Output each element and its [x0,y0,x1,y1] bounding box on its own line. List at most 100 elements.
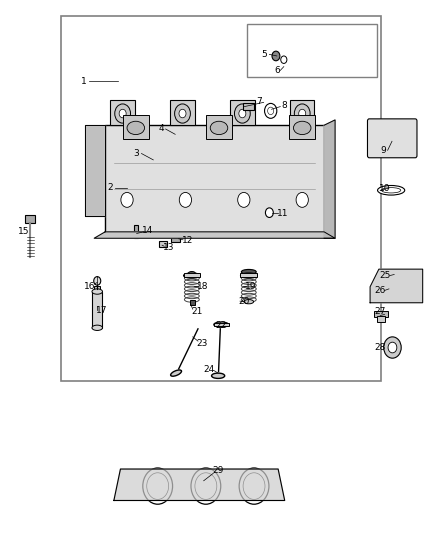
Circle shape [191,468,221,504]
Bar [374,311,388,317]
Text: 16: 16 [84,282,95,291]
Ellipse shape [171,370,181,376]
Polygon shape [114,469,285,500]
Polygon shape [370,269,423,303]
Bar [171,237,180,242]
Text: 29: 29 [212,466,223,475]
Text: 18: 18 [197,282,208,290]
Text: 12: 12 [182,236,193,245]
Circle shape [384,337,401,358]
Circle shape [175,104,191,123]
Ellipse shape [88,190,102,205]
Circle shape [265,103,277,118]
Ellipse shape [214,322,229,327]
Text: 1: 1 [81,77,87,85]
Bar [289,115,315,139]
Text: 6: 6 [274,66,280,75]
Ellipse shape [378,185,405,195]
Bar [110,100,135,125]
Ellipse shape [92,325,102,330]
Text: 2: 2 [108,183,113,192]
Text: 26: 26 [374,286,386,295]
Bar [206,115,232,139]
Polygon shape [85,125,105,216]
Bar [290,100,314,125]
Bar [190,300,195,305]
Bar [134,225,138,238]
Text: 19: 19 [245,282,256,290]
Ellipse shape [244,300,254,304]
FancyBboxPatch shape [367,119,417,158]
Circle shape [281,56,287,63]
Circle shape [147,473,169,499]
Text: 4: 4 [159,125,164,133]
Text: 7: 7 [256,97,262,106]
Text: 27: 27 [374,308,386,316]
Polygon shape [94,232,335,238]
Bar [230,100,254,125]
Circle shape [388,342,397,353]
Bar [184,273,200,277]
Text: 8: 8 [282,101,288,109]
Text: 15: 15 [18,228,30,236]
Ellipse shape [241,269,256,274]
Ellipse shape [381,188,401,193]
Circle shape [195,473,217,499]
FancyBboxPatch shape [247,24,377,77]
Bar [105,125,324,232]
Ellipse shape [293,122,311,135]
Circle shape [179,192,191,207]
Circle shape [238,192,250,207]
Text: 14: 14 [142,226,154,235]
Ellipse shape [188,272,195,276]
Text: 24: 24 [204,366,215,374]
Ellipse shape [212,373,225,378]
Bar [25,215,35,223]
Bar [170,100,195,125]
Ellipse shape [92,289,102,294]
Ellipse shape [210,122,228,135]
Text: 11: 11 [277,209,288,217]
Bar [159,241,167,247]
Circle shape [265,208,273,217]
Circle shape [179,109,186,118]
FancyBboxPatch shape [61,16,381,381]
Bar [243,103,254,110]
Circle shape [243,473,265,499]
Text: 21: 21 [191,308,203,316]
Circle shape [299,109,306,118]
Text: 22: 22 [215,321,227,329]
Text: 9: 9 [380,146,386,155]
Text: 23: 23 [197,340,208,348]
Ellipse shape [380,130,404,148]
Circle shape [376,282,388,296]
Ellipse shape [94,277,101,285]
Circle shape [239,468,269,504]
Text: 17: 17 [96,306,107,314]
Bar [92,292,102,328]
Circle shape [268,107,274,115]
Circle shape [296,192,308,207]
Circle shape [119,109,126,118]
Bar [214,323,229,326]
Ellipse shape [88,150,102,165]
Ellipse shape [184,273,200,278]
Text: 3: 3 [134,149,140,158]
Circle shape [294,104,310,123]
Ellipse shape [240,273,257,278]
Text: 20: 20 [239,297,250,306]
Circle shape [121,192,133,207]
Polygon shape [324,120,335,238]
Bar [377,316,385,322]
Bar [123,115,149,139]
Circle shape [408,284,416,294]
Bar [240,273,257,277]
Text: 10: 10 [379,184,390,192]
Text: 5: 5 [261,50,268,59]
Text: 28: 28 [374,343,386,352]
Circle shape [143,468,173,504]
Circle shape [239,109,246,118]
Text: 25: 25 [380,271,391,280]
Circle shape [115,104,131,123]
Bar [94,286,100,290]
